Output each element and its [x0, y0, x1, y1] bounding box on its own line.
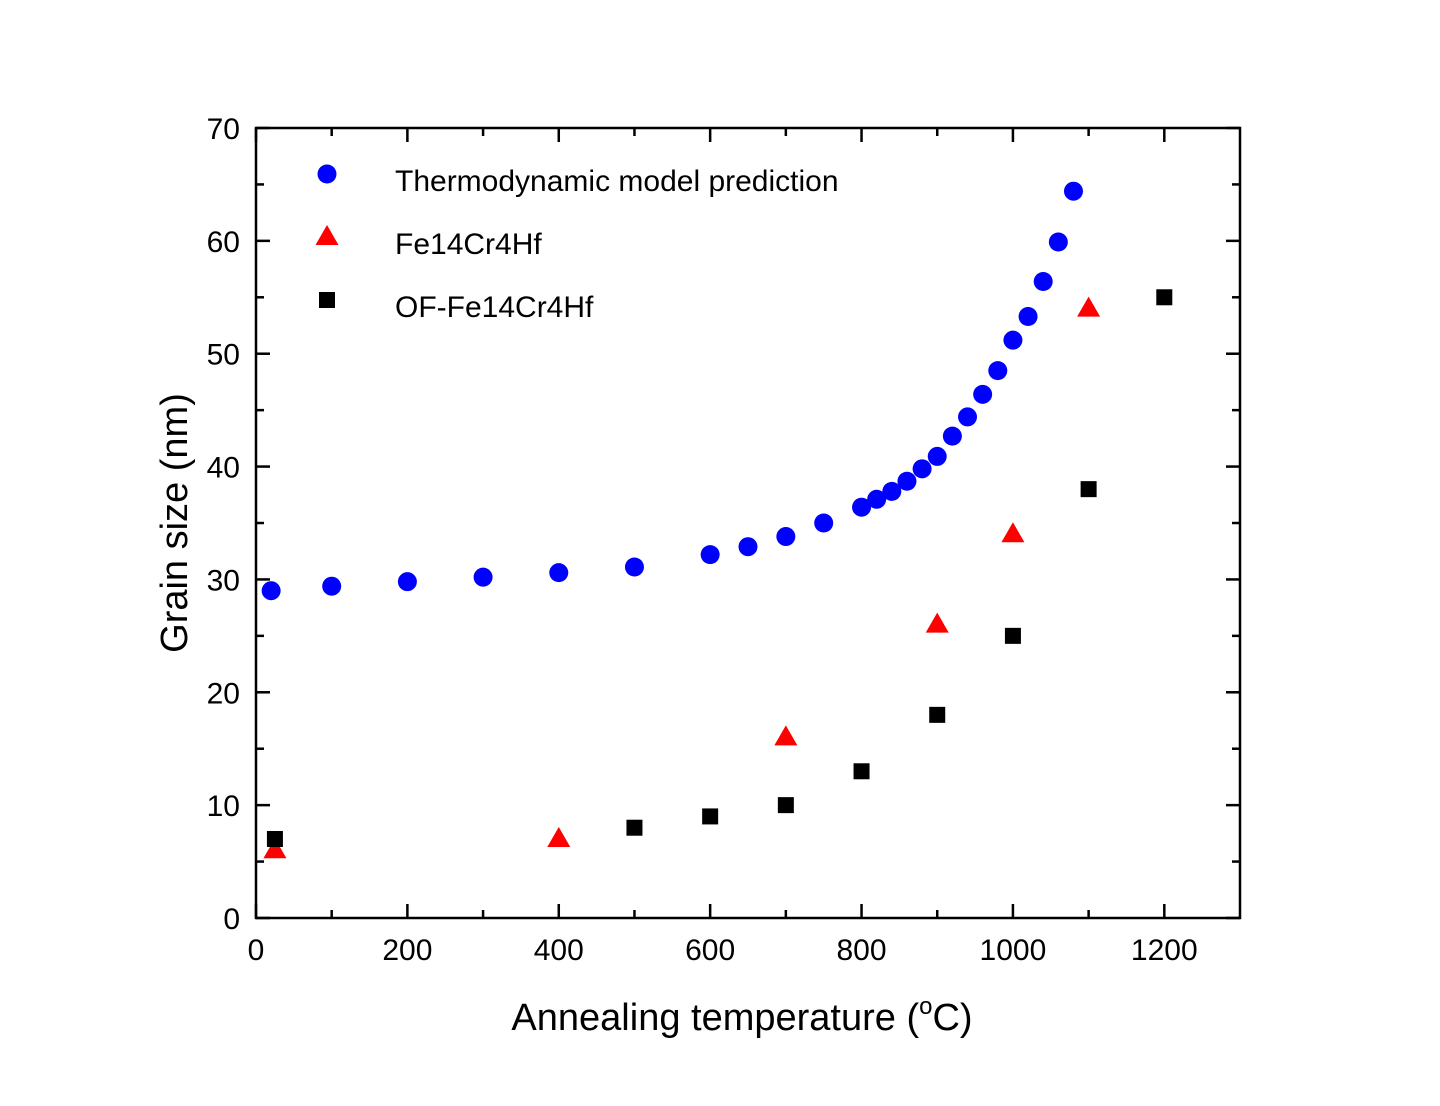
y-tick-label: 10: [207, 790, 240, 823]
data-point-of-fe14cr4hf: [929, 706, 946, 723]
data-point-thermodynamic-model-prediction: [958, 407, 978, 427]
data-point-thermodynamic-model-prediction: [322, 576, 342, 596]
data-point-thermodynamic-model-prediction: [867, 489, 887, 509]
data-point-fe14cr4hf: [263, 838, 287, 859]
data-point-fe14cr4hf: [925, 612, 949, 633]
data-point-of-fe14cr4hf: [777, 797, 794, 814]
data-point-of-fe14cr4hf: [1004, 627, 1021, 644]
data-point-thermodynamic-model-prediction: [261, 581, 281, 601]
data-point-thermodynamic-model-prediction: [988, 361, 1008, 381]
y-tick-label: 20: [207, 677, 240, 710]
data-point-thermodynamic-model-prediction: [738, 537, 758, 557]
data-point-thermodynamic-model-prediction: [397, 572, 417, 592]
data-point-fe14cr4hf: [774, 725, 798, 746]
x-axis-label: Annealing temperature (oC): [511, 993, 972, 1039]
legend-marker-triangle: [315, 225, 339, 245]
legend-label: OF-Fe14Cr4Hf: [395, 291, 594, 324]
data-point-thermodynamic-model-prediction: [973, 384, 993, 404]
data-point-fe14cr4hf: [547, 827, 571, 847]
data-point-fe14cr4hf: [1077, 296, 1101, 317]
data-point-of-fe14cr4hf: [853, 763, 870, 780]
data-point-thermodynamic-model-prediction: [814, 513, 834, 533]
x-tick-label: 1200: [1131, 934, 1198, 967]
x-tick-label: 1000: [980, 934, 1047, 967]
legend: Thermodynamic model prediction Fe14Cr4Hf O…: [315, 164, 839, 324]
y-tick-label: 40: [207, 452, 240, 485]
data-point-thermodynamic-model-prediction: [1048, 232, 1068, 252]
data-point-thermodynamic-model-prediction: [624, 557, 644, 577]
y-tick-label: 70: [207, 113, 240, 146]
data-point-fe14cr4hf: [1001, 522, 1025, 543]
data-point-thermodynamic-model-prediction: [852, 497, 872, 517]
x-tick-label: 200: [382, 934, 432, 967]
legend-marker-circle: [317, 164, 337, 184]
x-tick-label: 600: [685, 934, 735, 967]
legend-marker-square: [319, 292, 335, 308]
data-point-thermodynamic-model-prediction: [1018, 306, 1038, 326]
y-tick-label: 0: [223, 903, 240, 936]
data-point-thermodynamic-model-prediction: [473, 567, 493, 587]
data-point-of-fe14cr4hf: [1156, 289, 1173, 306]
data-point-thermodynamic-model-prediction: [776, 527, 796, 547]
data-point-thermodynamic-model-prediction: [1003, 330, 1023, 350]
data-point-of-fe14cr4hf: [626, 819, 643, 836]
y-axis-label: Grain size (nm): [154, 393, 196, 653]
x-tick-label: 800: [837, 934, 887, 967]
y-tick-label: 60: [207, 226, 240, 259]
data-point-thermodynamic-model-prediction: [897, 471, 917, 491]
axis-ticks: 0 200 400 600 800 1000 1200 0 10 20 30 40 50 60 70: [207, 113, 1240, 967]
data-point-thermodynamic-model-prediction: [942, 426, 962, 446]
x-tick-label: 0: [248, 934, 265, 967]
x-tick-label: 400: [534, 934, 584, 967]
data-point-thermodynamic-model-prediction: [700, 545, 720, 565]
data-point-of-fe14cr4hf: [266, 831, 283, 847]
data-point-thermodynamic-model-prediction: [1063, 181, 1083, 201]
data-point-thermodynamic-model-prediction: [1033, 271, 1053, 291]
data-point-thermodynamic-model-prediction: [882, 481, 902, 501]
legend-label: Thermodynamic model prediction: [395, 165, 839, 198]
data-point-thermodynamic-model-prediction: [927, 446, 947, 466]
y-tick-label: 30: [207, 564, 240, 597]
data-point-thermodynamic-model-prediction: [549, 563, 569, 583]
data-point-of-fe14cr4hf: [702, 808, 719, 825]
data-marks: [261, 181, 1173, 859]
data-point-thermodynamic-model-prediction: [912, 459, 932, 479]
y-tick-label: 50: [207, 339, 240, 372]
legend-label: Fe14Cr4Hf: [395, 228, 542, 261]
data-point-of-fe14cr4hf: [1080, 481, 1097, 498]
